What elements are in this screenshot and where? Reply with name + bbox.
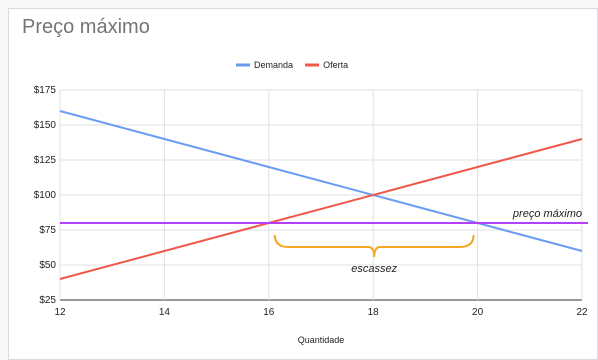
- shortage-brace: [273, 234, 475, 258]
- axes: $25 $50 $75 $100 $125 $150 $175 12 14 16 18 20 22: [34, 85, 588, 318]
- price-ceiling-label: preço máximo: [512, 208, 582, 220]
- x-tick-label: 12: [54, 307, 66, 318]
- y-tick-label: $125: [34, 155, 57, 166]
- x-tick-label: 14: [159, 307, 171, 318]
- y-tick-label: $75: [39, 225, 56, 236]
- grid-lines: [59, 89, 583, 301]
- chart-title: Preço máximo: [22, 16, 150, 38]
- chart-card[interactable]: [8, 8, 598, 360]
- x-tick-label: 16: [263, 307, 275, 318]
- x-tick-label: 18: [368, 307, 380, 318]
- y-tick-label: $50: [39, 260, 56, 271]
- x-axis-label: Quantidade: [298, 335, 345, 345]
- y-tick-label: $175: [34, 85, 57, 96]
- y-tick-label: $150: [34, 120, 57, 131]
- annotations: preço máximo escassez: [60, 208, 588, 275]
- x-tick-label: 22: [576, 307, 588, 318]
- legend: Demanda Oferta: [236, 60, 348, 70]
- shortage-label: escassez: [351, 263, 397, 275]
- series-line-oferta: [59, 138, 583, 280]
- legend-label-oferta: Oferta: [323, 60, 348, 70]
- legend-label-demanda: Demanda: [254, 60, 293, 70]
- y-tick-label: $25: [39, 295, 56, 306]
- x-tick-label: 20: [472, 307, 484, 318]
- y-tick-label: $100: [34, 190, 57, 201]
- series-line-demanda: [59, 110, 583, 252]
- series-lines: [59, 110, 583, 280]
